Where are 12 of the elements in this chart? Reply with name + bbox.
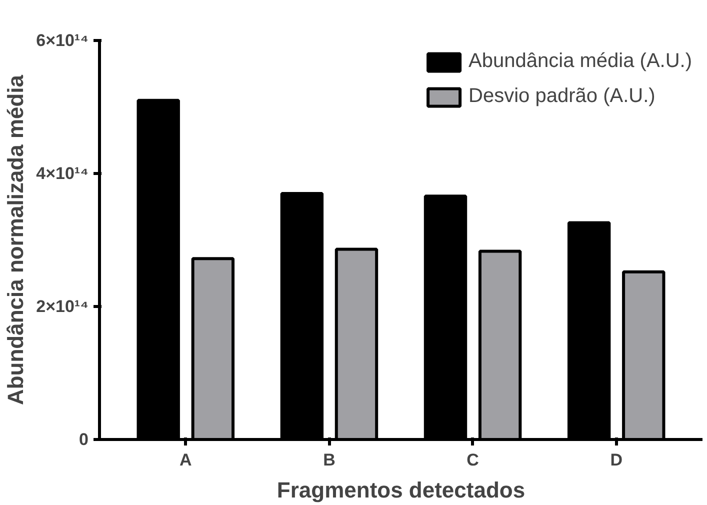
legend-label: Desvio padrão (A.U.) [468, 85, 656, 108]
y-tick-label: 0 [79, 430, 89, 449]
x-tick-label: D [610, 450, 622, 470]
y-tick-label: 2×10¹⁴ [36, 297, 89, 316]
x-tick-label: C [466, 450, 479, 470]
y-tick-label: 4×10¹⁴ [36, 164, 89, 183]
y-tick-label: 6×10¹⁴ [36, 31, 89, 50]
x-tick-label: B [323, 450, 336, 470]
x-axis-title: Fragmentos detectados [276, 478, 526, 502]
legend-label: Abundância média (A.U.) [468, 50, 692, 73]
x-tick-label: A [180, 450, 192, 470]
y-axis-title: Abundância normalizada média [3, 74, 28, 406]
